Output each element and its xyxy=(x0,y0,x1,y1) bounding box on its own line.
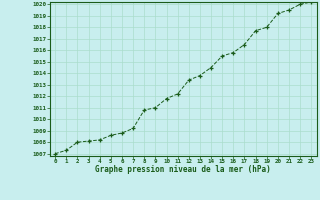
X-axis label: Graphe pression niveau de la mer (hPa): Graphe pression niveau de la mer (hPa) xyxy=(95,165,271,174)
